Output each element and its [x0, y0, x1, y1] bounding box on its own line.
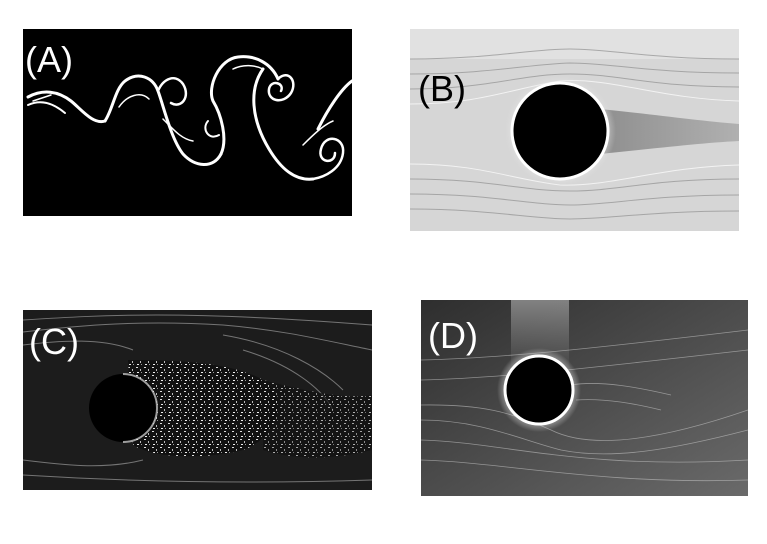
separated-flow-image [421, 300, 748, 496]
panel-c-turbulent-wake [23, 310, 372, 490]
panel-d-label: (D) [428, 315, 478, 356]
turbulent-wake-image [23, 310, 372, 490]
laminar-flow-image [410, 29, 739, 231]
panel-a-vortex-street [23, 29, 352, 216]
panel-d-separated-flow [421, 300, 748, 496]
vortex-street-image [26, 55, 352, 181]
panel-a-label: (A) [25, 39, 73, 80]
panel-b-label: (B) [418, 68, 466, 109]
panel-c-label: (C) [29, 321, 79, 362]
panel-b-laminar-flow [410, 29, 739, 231]
